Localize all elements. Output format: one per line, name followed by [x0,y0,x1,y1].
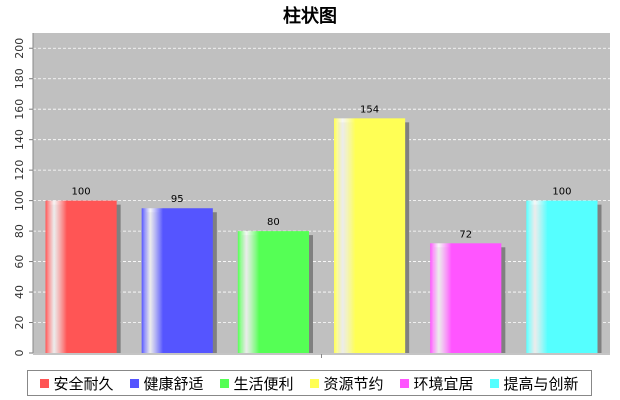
plot-area [33,33,610,353]
bar [430,243,502,353]
legend-label: 生活便利 [233,374,294,393]
y-tick-label: 120 [13,160,26,181]
legend-item: 健康舒适 [130,373,204,394]
legend-swatch [130,378,140,388]
bar [45,200,117,353]
bar-value-label: 95 [171,194,184,205]
bar-value-label: 100 [72,187,91,198]
legend-swatch [40,378,50,388]
y-tick-label: 80 [13,224,26,238]
bar [141,208,213,353]
legend-swatch [400,378,410,388]
bar-value-label: 72 [459,229,472,240]
legend-item: 提高与创新 [490,373,579,394]
legend-label: 安全耐久 [53,374,114,393]
y-tick-label: 40 [13,285,26,299]
y-tick-label: 60 [13,255,26,269]
legend-item: 环境宜居 [400,373,474,394]
legend-label: 健康舒适 [143,374,204,393]
bar [237,231,309,353]
legend-swatch [490,378,500,388]
legend-item: 生活便利 [220,373,294,394]
bar-value-label: 80 [267,217,280,228]
y-tick-label: 200 [13,38,26,59]
legend-label: 资源节约 [323,374,384,393]
legend: 安全耐久 健康舒适 生活便利 资源节约 环境宜居 提高与创新 [27,370,592,396]
legend-item: 安全耐久 [40,373,114,394]
y-tick-label: 160 [13,99,26,120]
y-tick-label: 0 [13,350,26,357]
legend-swatch [310,378,320,388]
legend-item: 资源节约 [310,373,384,394]
bar-value-label: 154 [360,104,379,115]
legend-swatch [220,378,230,388]
legend-label: 环境宜居 [413,374,474,393]
y-tick-label: 140 [13,129,26,150]
chart-title: 柱状图 [283,6,337,27]
bar [526,200,598,353]
legend-label: 提高与创新 [503,374,579,393]
y-tick-label: 20 [13,316,26,330]
y-tick-label: 180 [13,68,26,89]
y-tick-label: 100 [13,190,26,211]
bar [334,118,406,353]
bar-value-label: 100 [552,187,571,198]
